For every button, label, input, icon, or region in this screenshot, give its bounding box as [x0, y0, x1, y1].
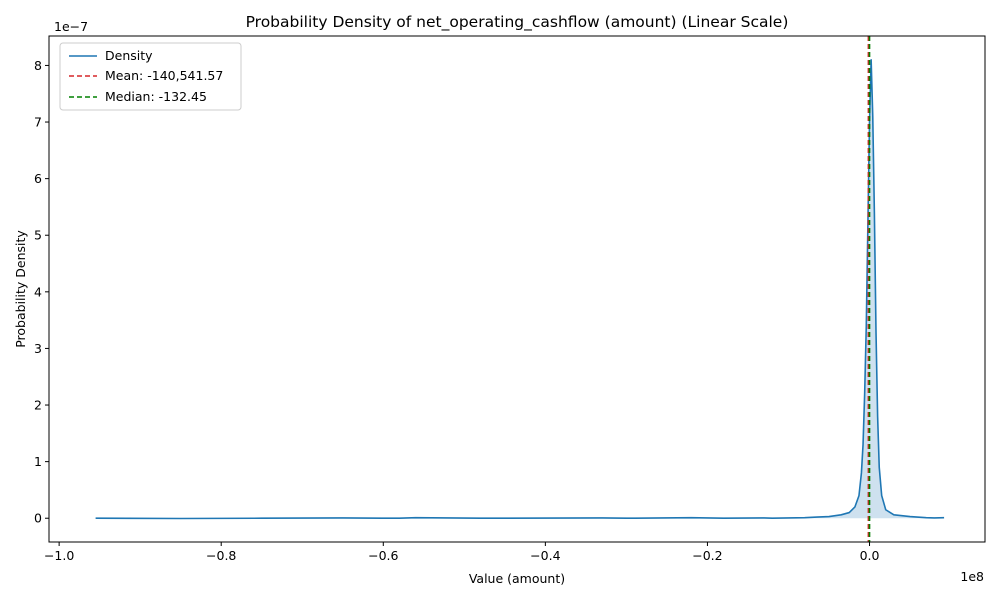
legend-median-label: Median: -132.45 [105, 89, 207, 104]
y-tick-label: 5 [34, 228, 42, 243]
density-line [95, 58, 945, 520]
x-axis-label: Value (amount) [469, 571, 565, 586]
y-offset-text: 1e−7 [54, 19, 88, 34]
y-tick-label: 1 [34, 454, 42, 469]
y-tick-label: 6 [34, 171, 42, 186]
legend-frame [59, 42, 242, 111]
x-tick-label: −0.4 [530, 548, 560, 563]
legend: Density Mean: -140,541.57 Median: -132.4… [59, 42, 242, 111]
x-tick-label: −0.6 [368, 548, 398, 563]
y-tick-label: 0 [34, 511, 42, 526]
y-tick-label: 4 [34, 284, 42, 299]
x-tick-label: −0.8 [206, 548, 236, 563]
x-offset-text: 1e8 [960, 569, 984, 584]
plot-frame [48, 35, 986, 543]
y-axis-label: Probability Density [13, 230, 28, 348]
legend-density-label: Density [105, 48, 153, 63]
x-tick-label: −1.0 [44, 548, 74, 563]
chart-title: Probability Density of net_operating_cas… [246, 13, 789, 32]
y-tick-label: 2 [34, 398, 42, 413]
x-tick-label: 0.0 [860, 548, 880, 563]
y-tick-label: 3 [34, 341, 42, 356]
x-tick-label: −0.2 [692, 548, 722, 563]
y-tick-label: 7 [34, 115, 42, 130]
y-tick-label: 8 [34, 58, 42, 73]
legend-mean-label: Mean: -140,541.57 [105, 68, 223, 83]
